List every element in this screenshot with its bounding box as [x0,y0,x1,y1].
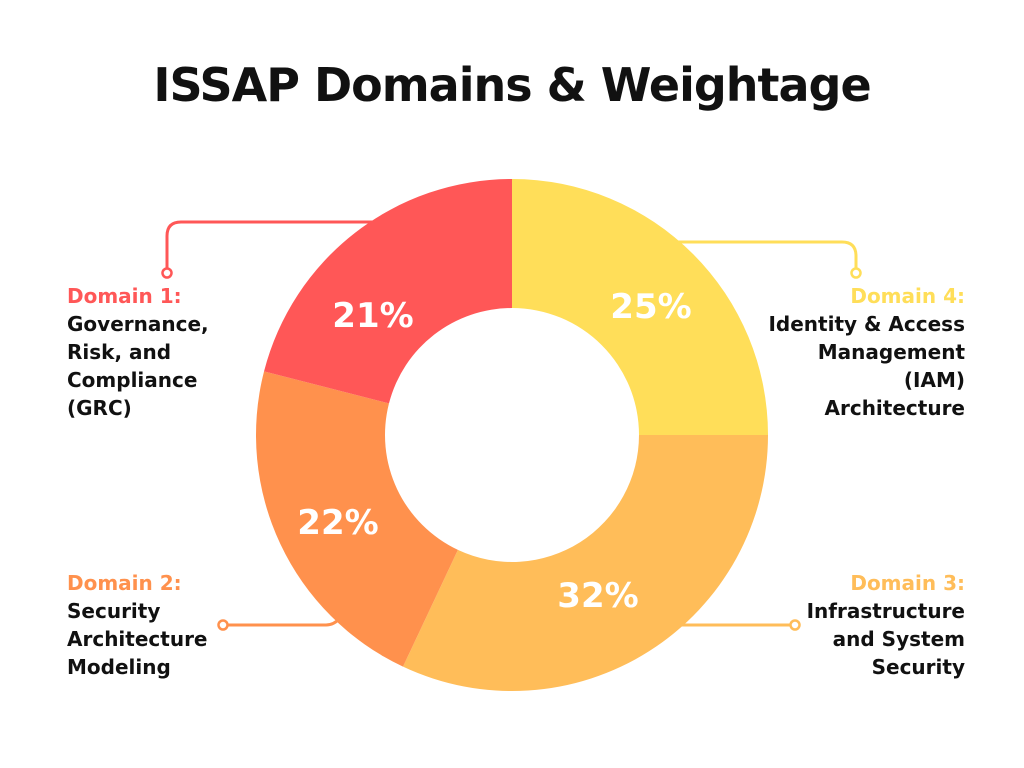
domain-3-heading: Domain 3: [850,571,965,595]
connector-dot [217,619,229,631]
connector-line [165,220,400,273]
slice-percent-label: 21% [332,296,413,336]
donut-slice [264,179,512,404]
connector-dot [850,267,862,279]
domain-2-heading: Domain 2: [67,571,182,595]
slice-percent-label: 22% [297,503,378,543]
connector-line [640,240,858,273]
chart-title: ISSAP Domains & Weightage [153,58,871,112]
legend-label-domain-2: Domain 2: Security Architecture Modeling [67,569,208,681]
donut-slice [403,435,768,691]
domain-2-text: Security Architecture Modeling [67,599,208,679]
domain-4-heading: Domain 4: [850,284,965,308]
legend-label-domain-4: Domain 4: Identity & Access Management (… [768,282,965,422]
domain-1-text: Governance, Risk, and Compliance (GRC) [67,312,209,420]
slice-percent-label: 32% [557,576,638,616]
legend-label-domain-1: Domain 1: Governance, Risk, and Complian… [67,282,209,422]
domain-4-text: Identity & Access Management (IAM) Archi… [768,312,965,420]
donut-slice [512,179,768,435]
slice-percent-label: 25% [610,287,691,327]
connector-dot [161,267,173,279]
domain-1-heading: Domain 1: [67,284,182,308]
legend-label-domain-3: Domain 3: Infrastructure and System Secu… [807,569,965,681]
donut-slice [256,371,458,667]
connector-dot [789,619,801,631]
domain-3-text: Infrastructure and System Security [806,599,965,679]
